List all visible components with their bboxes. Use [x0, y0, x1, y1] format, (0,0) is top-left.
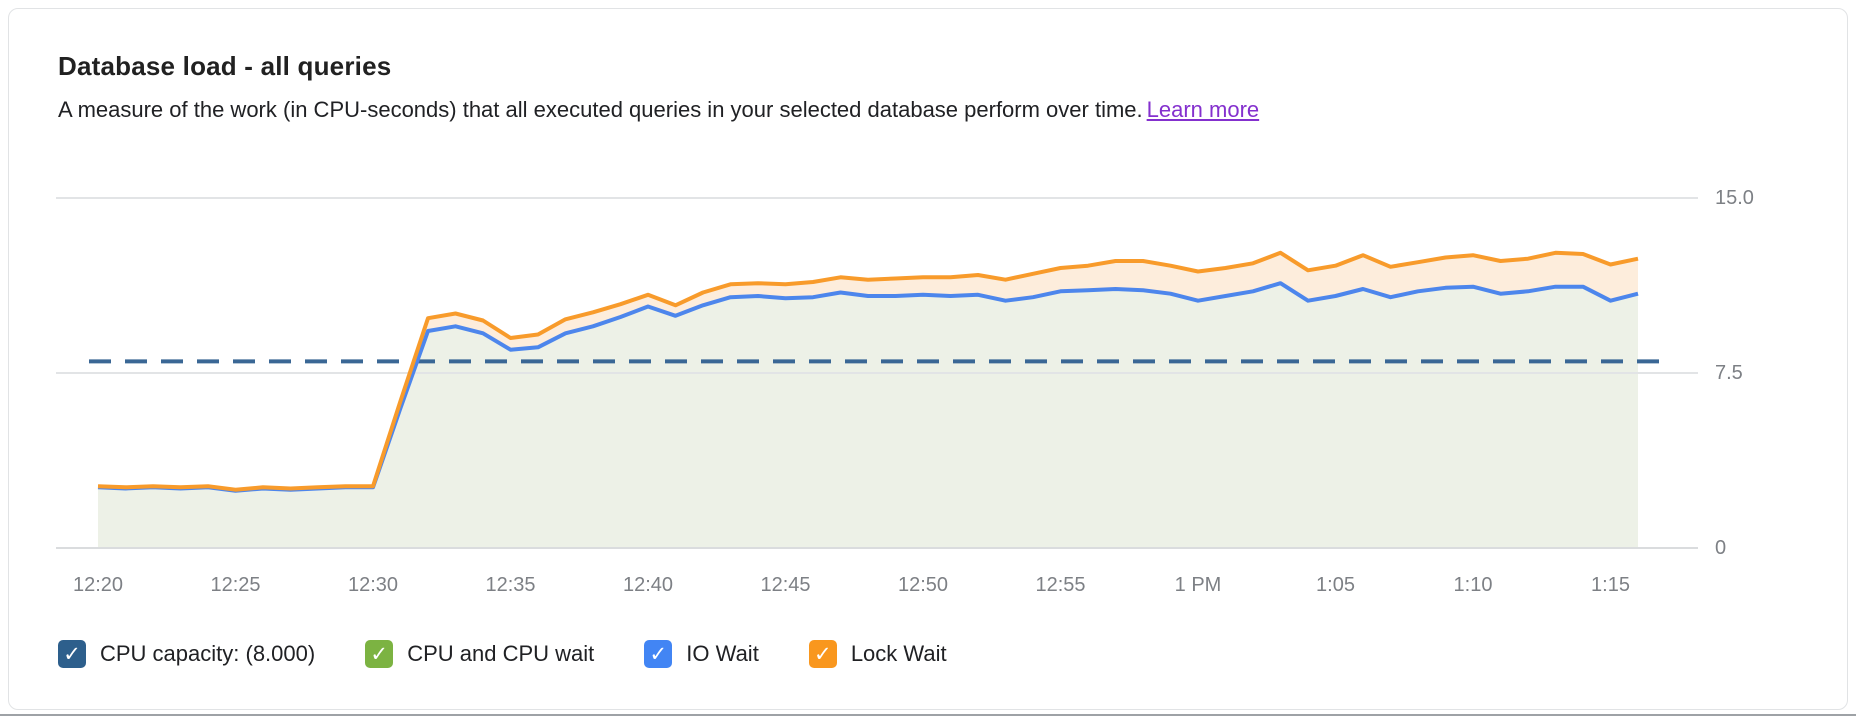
- lock-wait-area: [98, 252, 1638, 491]
- legend-checkbox-cpu-and-cpu-wait[interactable]: ✓: [365, 640, 394, 668]
- legend-item-lock-wait[interactable]: ✓ Lock Wait: [808, 640, 947, 668]
- x-tick-label: 12:20: [72, 574, 124, 596]
- x-tick-label: 12:40: [622, 574, 674, 596]
- y-tick-label: 0: [1715, 537, 1727, 559]
- x-tick-label: 1:05: [1316, 574, 1355, 596]
- checkmark-icon: ✓: [649, 642, 668, 666]
- checkmark-icon: ✓: [370, 642, 388, 666]
- cpu-and-cpu-wait-area: [98, 283, 1638, 548]
- legend-label: CPU capacity: (8.000): [100, 641, 316, 666]
- x-tick-label: 1 PM: [1174, 574, 1222, 596]
- legend-label: Lock Wait: [850, 641, 947, 666]
- x-tick-label: 12:45: [760, 574, 811, 596]
- chart-description: A measure of the work (in CPU-seconds) t…: [58, 97, 1259, 123]
- chart-description-text: A measure of the work (in CPU-seconds) t…: [58, 97, 1143, 122]
- io-wait-line: [97, 281, 1639, 493]
- checkmark-icon: ✓: [63, 642, 81, 666]
- x-tick-label: 12:35: [485, 574, 536, 596]
- bottom-divider: [0, 714, 1856, 716]
- legend-label: IO Wait: [686, 641, 759, 666]
- legend-item-cpu-capacity-8-000[interactable]: ✓ CPU capacity: (8.000): [58, 640, 315, 668]
- y-tick-label: 7.5: [1715, 362, 1743, 384]
- legend-item-cpu-and-cpu-wait[interactable]: ✓ CPU and CPU wait: [365, 640, 594, 668]
- page-title: Database load - all queries: [58, 51, 392, 81]
- checkmark-icon: ✓: [814, 642, 832, 666]
- x-tick-label: 12:25: [210, 574, 261, 596]
- legend-checkbox-cpu-capacity-8-000[interactable]: ✓: [58, 640, 86, 668]
- database-load-card: Database load - all queries A measure of…: [8, 8, 1848, 710]
- x-tick-label: 1:10: [1453, 574, 1493, 596]
- learn-more-link[interactable]: Learn more: [1146, 97, 1260, 122]
- lock-wait-line: [97, 250, 1639, 492]
- legend-label: CPU and CPU wait: [407, 641, 595, 666]
- legend-checkbox-io-wait[interactable]: ✓: [644, 640, 673, 668]
- y-tick-label: 15.0: [1715, 187, 1754, 209]
- x-tick-label: 12:30: [347, 574, 399, 596]
- legend-item-io-wait[interactable]: ✓ IO Wait: [644, 640, 759, 668]
- chart-legend: ✓ CPU capacity: (8.000) ✓ CPU and CPU wait ✓…: [58, 640, 947, 668]
- x-tick-label: 1:15: [1591, 574, 1630, 596]
- x-tick-label: 12:55: [1035, 574, 1086, 596]
- legend-checkbox-lock-wait[interactable]: ✓: [808, 640, 837, 668]
- x-tick-label: 12:50: [897, 574, 949, 596]
